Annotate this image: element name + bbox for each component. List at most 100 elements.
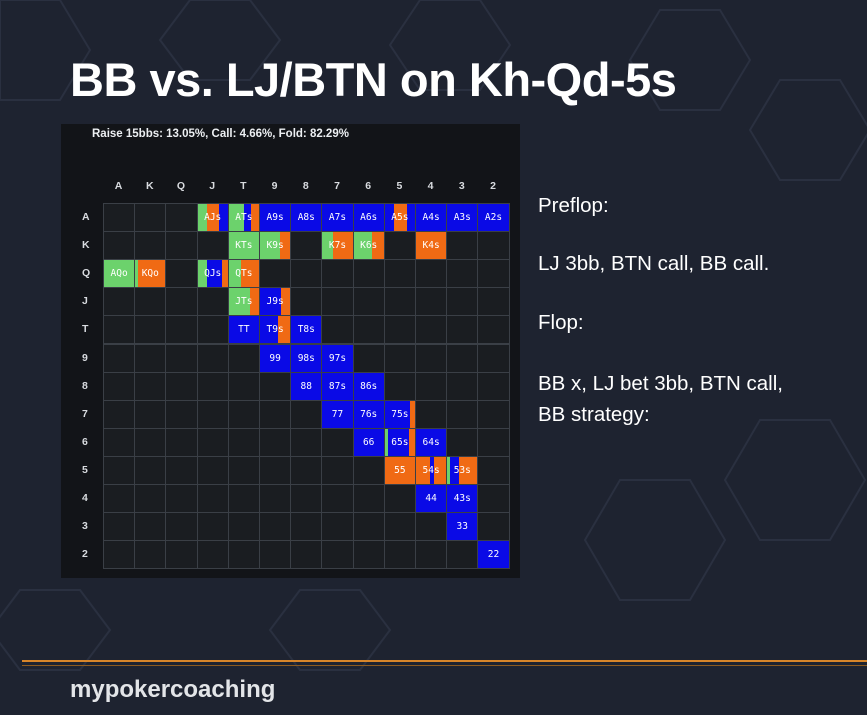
empty-hand-cell <box>321 287 354 317</box>
hand-cell-54s[interactable]: 54s <box>415 455 448 485</box>
empty-hand-cell <box>352 540 385 570</box>
hand-label: 77 <box>331 408 344 420</box>
empty-hand-cell <box>103 399 136 429</box>
empty-hand-cell <box>446 287 479 317</box>
check-frequency-bar <box>228 232 259 260</box>
hand-cell-a7s[interactable]: A7s <box>321 203 354 233</box>
hand-cell-a2s[interactable]: A2s <box>477 203 510 233</box>
empty-hand-cell <box>134 287 167 317</box>
empty-hand-cell <box>165 343 198 373</box>
empty-hand-cell <box>196 371 229 401</box>
hand-cell-66[interactable]: 66 <box>352 427 385 457</box>
empty-hand-cell <box>383 231 416 261</box>
hand-cell-qts[interactable]: QTs <box>227 259 260 289</box>
note-flop-action: BB x, LJ bet 3bb, BTN call, <box>538 372 783 395</box>
hand-label: 98s <box>297 352 315 364</box>
hand-cell-53s[interactable]: 53s <box>446 455 479 485</box>
raise-frequency-bar <box>291 316 322 344</box>
accent-divider <box>22 660 867 662</box>
raise-frequency-bar <box>478 541 509 569</box>
hand-label: 53s <box>453 464 471 476</box>
empty-hand-cell <box>103 371 136 401</box>
hand-cell-86s[interactable]: 86s <box>352 371 385 401</box>
hand-cell-98s[interactable]: 98s <box>290 343 323 373</box>
hand-cell-kqo[interactable]: KQo <box>134 259 167 289</box>
empty-hand-cell <box>196 540 229 570</box>
empty-hand-cell <box>196 455 229 485</box>
hand-cell-a5s[interactable]: A5s <box>383 203 416 233</box>
empty-hand-cell <box>477 231 510 261</box>
hand-label: A2s <box>484 212 503 224</box>
empty-hand-cell <box>383 315 416 345</box>
hand-cell-a4s[interactable]: A4s <box>415 203 448 233</box>
empty-hand-cell <box>477 343 510 373</box>
hand-cell-t9s[interactable]: T9s <box>259 315 292 345</box>
raise-frequency-bar <box>387 428 409 456</box>
hand-label: QJs <box>204 268 222 280</box>
raise-frequency-bar <box>407 204 415 232</box>
hand-cell-97s[interactable]: 97s <box>321 343 354 373</box>
hand-label: A3s <box>453 212 471 224</box>
hand-cell-k7s[interactable]: K7s <box>321 231 354 261</box>
hand-label: K7s <box>328 240 347 252</box>
empty-hand-cell <box>321 512 354 542</box>
hand-cell-jts[interactable]: JTs <box>227 287 260 317</box>
hand-cell-ats[interactable]: ATs <box>227 203 260 233</box>
hand-cell-kts[interactable]: KTs <box>227 231 260 261</box>
raise-frequency-bar <box>291 204 322 232</box>
hand-cell-a3s[interactable]: A3s <box>446 203 479 233</box>
hand-cell-88[interactable]: 88 <box>290 371 323 401</box>
empty-hand-cell <box>290 231 323 261</box>
row-header-9: 9 <box>82 351 88 364</box>
empty-hand-cell <box>259 399 292 429</box>
hand-label: 87s <box>328 380 347 392</box>
empty-hand-cell <box>415 315 448 345</box>
raise-frequency-bar <box>322 372 353 400</box>
hand-label: 76s <box>360 408 378 420</box>
hand-cell-22[interactable]: 22 <box>477 540 510 570</box>
empty-hand-cell <box>196 287 229 317</box>
empty-hand-cell <box>321 259 354 289</box>
note-preflop-heading: Preflop: <box>538 194 609 217</box>
hand-cell-43s[interactable]: 43s <box>446 484 479 514</box>
hand-cell-87s[interactable]: 87s <box>321 371 354 401</box>
hand-label: 65s <box>391 436 409 448</box>
hand-cell-76s[interactable]: 76s <box>352 399 385 429</box>
raise-frequency-bar <box>260 344 291 372</box>
hand-cell-aqo[interactable]: AQo <box>103 259 136 289</box>
hand-cell-77[interactable]: 77 <box>321 399 354 429</box>
hand-cell-k4s[interactable]: K4s <box>415 231 448 261</box>
hand-cell-55[interactable]: 55 <box>383 455 416 485</box>
empty-hand-cell <box>383 512 416 542</box>
hand-cell-a8s[interactable]: A8s <box>290 203 323 233</box>
empty-hand-cell <box>134 427 167 457</box>
empty-hand-cell <box>227 484 260 514</box>
empty-hand-cell <box>477 427 510 457</box>
hand-cell-k9s[interactable]: K9s <box>259 231 292 261</box>
empty-hand-cell <box>415 399 448 429</box>
hand-cell-ajs[interactable]: AJs <box>196 203 229 233</box>
empty-hand-cell <box>352 484 385 514</box>
hand-cell-j9s[interactable]: J9s <box>259 287 292 317</box>
raise-frequency-bar <box>353 372 384 400</box>
hand-cell-44[interactable]: 44 <box>415 484 448 514</box>
empty-hand-cell <box>446 427 479 457</box>
hand-cell-65s[interactable]: 65s <box>383 427 416 457</box>
empty-hand-cell <box>290 259 323 289</box>
hand-cell-a6s[interactable]: A6s <box>352 203 385 233</box>
hand-cell-tt[interactable]: TT <box>227 315 260 345</box>
hand-cell-64s[interactable]: 64s <box>415 427 448 457</box>
hand-cell-t8s[interactable]: T8s <box>290 315 323 345</box>
hand-cell-k6s[interactable]: K6s <box>352 231 385 261</box>
hand-label: 99 <box>269 352 281 364</box>
hand-cell-qjs[interactable]: QJs <box>196 259 229 289</box>
hand-cell-33[interactable]: 33 <box>446 512 479 542</box>
check-frequency-bar <box>228 288 250 316</box>
hand-cell-a9s[interactable]: A9s <box>259 203 292 233</box>
empty-hand-cell <box>196 399 229 429</box>
empty-hand-cell <box>446 259 479 289</box>
call-frequency-bar <box>416 456 430 484</box>
hand-cell-75s[interactable]: 75s <box>383 399 416 429</box>
empty-hand-cell <box>321 455 354 485</box>
hand-cell-99[interactable]: 99 <box>259 343 292 373</box>
